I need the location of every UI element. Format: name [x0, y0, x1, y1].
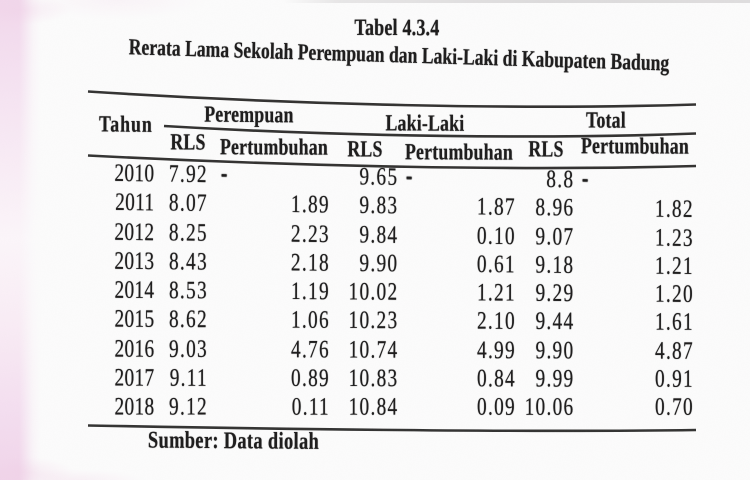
cell-l_rls: 9.83: [359, 192, 399, 221]
cell-p_growth: 4.76: [290, 335, 331, 364]
cell-p_growth: 1.06: [290, 307, 331, 335]
cell-p_growth: 0.89: [291, 364, 331, 393]
cell-t_growth: 1.61: [654, 309, 694, 337]
cell-t_rls: 9.90: [535, 336, 575, 365]
cell-p_growth: 1.89: [290, 191, 330, 220]
cell-p_growth: 2.18: [290, 249, 331, 278]
cell-p_rls: 7.92: [168, 161, 209, 189]
cell-t_growth: 0.91: [655, 365, 695, 393]
cell-l_rls: 10.23: [348, 307, 399, 335]
group-header-laki-laki: Laki-Laki: [385, 109, 465, 136]
cell-l_rls: 10.02: [348, 278, 399, 307]
rule-subheader: [87, 154, 697, 170]
cell-t_growth: 0.70: [655, 393, 695, 422]
cell-l_rls: 9.65: [359, 163, 399, 192]
cell-p_growth: 0.11: [291, 393, 331, 422]
cell-t_rls: 10.06: [524, 393, 575, 422]
table-row: 2017 9.11 0.89 10.83 0.84 9.99 0.91: [88, 364, 708, 396]
cell-p_rls: 9.12: [169, 393, 209, 422]
group-header-perempuan: Perempuan: [203, 100, 294, 128]
rule-group: [163, 124, 697, 138]
cell-t_rls: 9.99: [535, 365, 575, 393]
cell-t_rls: 9.44: [535, 308, 575, 336]
cell-p_rls: 8.25: [168, 219, 209, 247]
rule-bottom: [87, 424, 697, 433]
cell-p_rls: 8.53: [168, 277, 209, 305]
scan-top-edge-shadow: [282, 0, 750, 3]
cell-t_rls: 8.8: [546, 166, 575, 195]
cell-t_growth: 4.87: [654, 337, 695, 365]
cell-p_growth: -: [220, 159, 228, 188]
cell-p_rls: 8.07: [168, 190, 209, 218]
cell-l_growth: -: [405, 162, 413, 190]
cell-t_rls: 9.18: [535, 251, 575, 280]
cell-p_rls: 8.43: [168, 248, 209, 276]
sub-header-pertumbuhan-3: Pertumbuhan: [580, 132, 689, 160]
group-header-total: Total: [585, 106, 626, 133]
scan-edge-pink-strip: [0, 0, 46, 480]
rule-top: [87, 90, 697, 108]
cell-p_rls: 9.11: [169, 364, 209, 392]
cell-t_growth: 1.21: [654, 252, 694, 281]
table-row: 2016 9.03 4.76 10.74 4.99 9.90 4.87: [88, 335, 708, 368]
cell-t_growth: 1.23: [654, 224, 694, 253]
cell-l_rls: 10.84: [348, 393, 399, 422]
table-row: 2015 8.62 1.06 10.23 2.10 9.44 1.61: [88, 306, 708, 339]
cell-t_growth: -: [581, 164, 589, 193]
cell-p_rls: 8.62: [168, 306, 209, 334]
source-note: Sumber: Data diolah: [147, 426, 319, 455]
cell-t_growth: 1.20: [654, 280, 694, 309]
cell-t_rls: 8.96: [535, 194, 575, 223]
cell-p_growth: 1.19: [290, 278, 331, 306]
cell-t_rls: 9.07: [535, 223, 575, 251]
cell-p_growth: 2.23: [290, 220, 331, 249]
table-row: 2018 9.12 0.11 10.84 0.09 10.06 0.70: [88, 393, 708, 424]
cell-p_rls: 9.03: [168, 335, 209, 363]
cell-l_rls: 9.90: [359, 250, 399, 278]
cell-t_growth: 1.82: [654, 196, 694, 224]
table-number: Tabel 4.3.4: [354, 13, 440, 41]
cell-l_rls: 10.74: [348, 336, 399, 364]
cell-t_rls: 9.29: [535, 280, 575, 308]
cell-l_rls: 9.84: [359, 221, 399, 249]
cell-l_rls: 10.83: [348, 364, 399, 393]
